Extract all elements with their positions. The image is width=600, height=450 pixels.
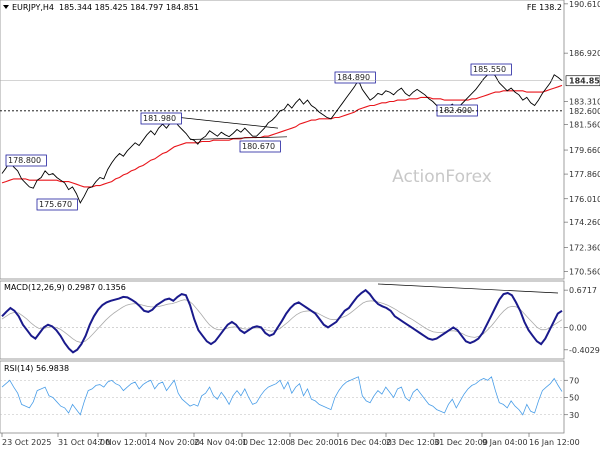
rsi-tick-label: 70 (569, 376, 579, 385)
svg-text:178.800: 178.800 (8, 156, 41, 165)
rsi-line (1, 376, 563, 416)
rsi-tick-label: 30 (569, 411, 579, 420)
price-tick-label: 172.360 (569, 243, 600, 252)
corner-label: FE 138.2 (527, 3, 562, 12)
symbol-label: EURJPY,H4 (12, 3, 54, 12)
macd-tick-label: -0.4029 (569, 346, 600, 355)
price-tick-label: 179.660 (569, 146, 600, 155)
price-tick-label: 177.860 (569, 170, 600, 179)
triangle-upper-line (179, 117, 279, 129)
svg-text:180.670: 180.670 (242, 142, 275, 151)
x-tick-label: 7 Nov 12:00 (98, 438, 147, 447)
x-tick-label: 8 Dec 20:00 (290, 438, 339, 447)
price-annotation: 178.800 (5, 154, 47, 167)
x-tick-label: 23 Dec 12:00 (386, 438, 440, 447)
ema-line (1, 84, 563, 188)
macd-trendline (377, 283, 559, 294)
price-line (1, 70, 563, 204)
svg-text:175.670: 175.670 (39, 200, 72, 209)
rsi-panel: 70 50 30 RSI(14) 56.9838 (0, 360, 579, 434)
price-annotation: 180.670 (239, 140, 281, 153)
x-tick-label: 14 Nov 20:00 (146, 438, 200, 447)
price-panel: ActionForex 178.800 175.670 181.980 180.670… (0, 0, 600, 280)
macd-tick-label: 0.6717 (569, 286, 597, 295)
x-tick-label: 9 Jan 04:00 (482, 438, 528, 447)
current-price-box (565, 75, 600, 87)
x-tick-label: 31 Oct 04:00 (58, 438, 110, 447)
rsi-title: RSI(14) 56.9838 (4, 364, 69, 373)
price-annotation: 184.890 (334, 71, 376, 84)
price-tick-label: 190.610 (569, 0, 600, 9)
trendlines (179, 117, 288, 140)
macd-title: MACD(12,26,9) 0.2987 0.1356 (4, 283, 126, 292)
watermark: ActionForex (392, 167, 492, 187)
svg-text:182.600: 182.600 (439, 106, 472, 115)
price-tick-label: 182.600 (569, 107, 600, 116)
svg-text:185.550: 185.550 (473, 65, 506, 74)
x-axis: 23 Oct 2025 31 Oct 04:007 Nov 12:00 14 Nov… (1, 433, 580, 447)
rsi-tick-label: 50 (569, 394, 579, 403)
chart-header: EURJPY,H4 185.344 185.425 184.797 184.85… (3, 3, 562, 12)
macd-tick-label: 0.00 (569, 323, 587, 332)
price-tick-label: 176.010 (569, 195, 600, 204)
price-annotation: 185.550 (470, 63, 512, 76)
ohlc-values: 185.344 185.425 184.797 184.851 (59, 3, 199, 12)
price-tick-label: 186.920 (569, 49, 600, 58)
macd-signal-line (1, 299, 563, 343)
svg-text:181.980: 181.980 (143, 114, 176, 123)
price-tick-label: 170.560 (569, 268, 600, 277)
price-tick-label: 184.851 (569, 77, 600, 86)
x-tick-label: 16 Jan 12:00 (529, 438, 580, 447)
price-tick-label: 183.310 (569, 97, 600, 106)
macd-line (1, 288, 563, 354)
x-tick-label: 16 Dec 04:00 (338, 438, 392, 447)
price-tick-label: 181.560 (569, 121, 600, 130)
price-annotation: 181.980 (140, 112, 182, 125)
triangle-lower-line (189, 136, 288, 140)
x-tick-label: 1 Dec 12:00 (242, 438, 291, 447)
x-tick-label: 31 Dec 20:00 (434, 438, 488, 447)
price-tick-label: 174.260 (569, 218, 600, 227)
x-tick-label: 24 Nov 04:00 (194, 438, 248, 447)
macd-panel: 0.6717 0.00 -0.4029 MACD(12,26,9) 0.2987 0… (0, 280, 600, 360)
price-annotation: 175.670 (36, 198, 78, 211)
x-tick-label: 23 Oct 2025 (2, 438, 51, 447)
dropdown-arrow-icon[interactable] (3, 5, 9, 9)
svg-text:184.890: 184.890 (337, 73, 370, 82)
